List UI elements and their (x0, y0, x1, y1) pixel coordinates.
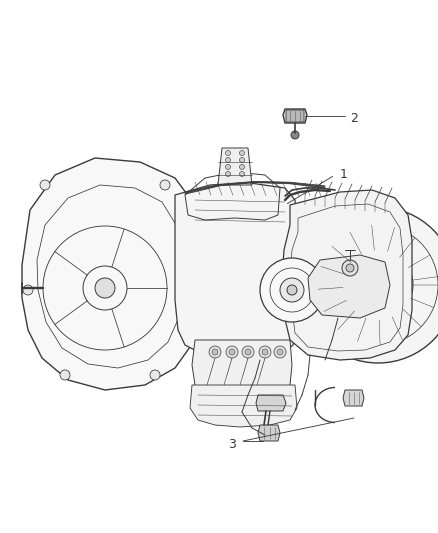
Circle shape (291, 131, 299, 139)
FancyBboxPatch shape (286, 110, 304, 122)
Circle shape (226, 165, 230, 169)
Circle shape (287, 285, 297, 295)
Polygon shape (308, 255, 390, 318)
Text: 2: 2 (350, 112, 358, 125)
Polygon shape (258, 425, 280, 441)
Circle shape (229, 349, 235, 355)
Polygon shape (218, 148, 252, 185)
Circle shape (160, 180, 170, 190)
Circle shape (23, 285, 33, 295)
Circle shape (60, 370, 70, 380)
Polygon shape (192, 340, 292, 398)
Circle shape (245, 349, 251, 355)
Text: 1: 1 (340, 168, 348, 182)
Circle shape (212, 349, 218, 355)
Circle shape (262, 349, 268, 355)
Circle shape (240, 172, 244, 176)
Circle shape (95, 278, 115, 298)
Circle shape (240, 157, 244, 163)
Circle shape (259, 346, 271, 358)
Circle shape (185, 285, 195, 295)
Polygon shape (175, 183, 298, 363)
Circle shape (242, 346, 254, 358)
Circle shape (240, 150, 244, 156)
Circle shape (360, 267, 396, 303)
Text: 3: 3 (228, 439, 236, 451)
Circle shape (300, 207, 438, 363)
Circle shape (260, 258, 324, 322)
Polygon shape (282, 190, 412, 360)
Circle shape (274, 346, 286, 358)
Circle shape (226, 150, 230, 156)
Polygon shape (256, 395, 286, 411)
Circle shape (240, 165, 244, 169)
Polygon shape (343, 390, 364, 406)
Polygon shape (22, 158, 205, 390)
Circle shape (209, 346, 221, 358)
Circle shape (346, 264, 354, 272)
Circle shape (370, 277, 386, 293)
Circle shape (342, 260, 358, 276)
Polygon shape (190, 385, 297, 427)
Circle shape (226, 346, 238, 358)
Circle shape (226, 172, 230, 176)
Polygon shape (283, 109, 307, 123)
Circle shape (280, 278, 304, 302)
Circle shape (277, 349, 283, 355)
Circle shape (40, 180, 50, 190)
Circle shape (226, 157, 230, 163)
Circle shape (150, 370, 160, 380)
